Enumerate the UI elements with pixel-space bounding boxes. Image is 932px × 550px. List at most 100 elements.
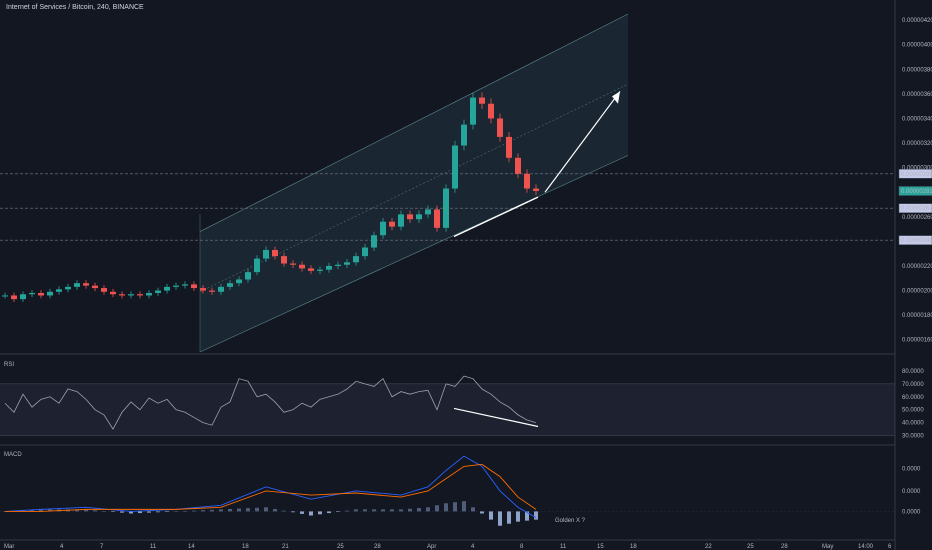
macd-hist-58 <box>516 511 520 522</box>
candle-37 <box>326 265 332 270</box>
candle-55 <box>488 103 494 119</box>
macd-title: MACD <box>4 452 22 458</box>
macd-hist-21 <box>183 511 187 512</box>
macd-hist-34 <box>300 511 304 514</box>
candle-50 <box>443 188 449 228</box>
macd-hist-3 <box>21 510 25 512</box>
macd-hist-24 <box>210 509 214 512</box>
candle-53 <box>470 97 476 125</box>
price-tag-label-3: 0.00000241 <box>901 238 932 244</box>
candle-8 <box>65 286 71 290</box>
price-tag-1: 0.00000281 <box>898 186 932 196</box>
x-tick-11: 8 <box>520 544 524 550</box>
channel-fill <box>200 14 628 352</box>
macd-hist-37 <box>327 511 331 514</box>
candle-20 <box>173 285 179 287</box>
price-tag-label-1: 0.00000281 <box>901 189 932 195</box>
price-tick-2: 0.00000380 <box>902 67 932 73</box>
macd-hist-39 <box>345 510 349 512</box>
candle-48 <box>425 209 431 215</box>
x-tick-20: 6 <box>888 544 892 550</box>
x-tick-3: 11 <box>150 544 157 550</box>
rsi-tick-5: 30.0000 <box>902 434 924 440</box>
candle-29 <box>254 258 260 273</box>
x-tick-6: 21 <box>282 544 289 550</box>
macd-hist-41 <box>363 509 367 512</box>
candle-10 <box>83 283 89 286</box>
x-tick-2: 7 <box>100 544 104 550</box>
macd-hist-6 <box>48 509 52 512</box>
price-tag-label-0: 0.00000295 <box>901 172 932 178</box>
macd-hist-20 <box>174 511 178 513</box>
channel-lower <box>199 155 629 353</box>
candle-51 <box>452 145 458 189</box>
candle-4 <box>29 293 35 295</box>
price-tick-4: 0.00000340 <box>902 116 932 122</box>
macd-hist-60 <box>534 511 538 520</box>
macd-hist-12 <box>102 511 106 512</box>
macd-hist-55 <box>489 511 493 520</box>
candle-36 <box>317 269 323 271</box>
macd-hist-49 <box>435 505 439 512</box>
macd-hist-15 <box>129 511 133 514</box>
x-tick-14: 18 <box>630 544 637 550</box>
x-tick-8: 28 <box>374 544 381 550</box>
channel-mid <box>199 83 629 292</box>
price-tag-bg-3 <box>898 235 932 245</box>
macd-hist-40 <box>354 509 358 512</box>
macd-hist-32 <box>282 510 286 512</box>
price-tick-6: 0.00000300 <box>902 166 932 172</box>
candle-23 <box>200 288 206 291</box>
macd-hist-31 <box>273 508 277 512</box>
x-tick-15: 22 <box>705 544 712 550</box>
x-tick-7: 25 <box>337 544 344 550</box>
price-tag-0: 0.00000295 <box>898 169 932 179</box>
candle-27 <box>236 279 242 284</box>
rsi-band <box>0 383 895 436</box>
macd-hist-44 <box>390 509 394 512</box>
rsi-tick-3: 50.0000 <box>902 408 924 414</box>
price-tick-5: 0.00000320 <box>902 141 932 147</box>
candle-57 <box>506 136 512 158</box>
x-tick-17: 28 <box>781 544 788 550</box>
macd-hist-5 <box>39 509 43 512</box>
macd-hist-59 <box>525 511 529 521</box>
candle-11 <box>92 285 98 289</box>
candle-18 <box>155 290 161 294</box>
price-tag-label-2: 0.00000267 <box>901 206 932 212</box>
macd-hist-56 <box>498 511 502 526</box>
channel-upper <box>199 13 629 232</box>
x-tick-0: Mar <box>4 544 14 550</box>
macd-hist-13 <box>111 511 115 513</box>
macd-hist-27 <box>237 508 241 512</box>
x-tick-19: 14:00 <box>858 544 874 550</box>
macd-tick-2: 0.0000 <box>902 509 921 515</box>
macd-tick-0: 0.0000 <box>902 466 921 472</box>
candle-14 <box>119 294 125 296</box>
price-tick-3: 0.00000360 <box>902 92 932 98</box>
x-tick-9: Apr <box>427 544 436 550</box>
candle-41 <box>362 247 368 257</box>
x-tick-10: 4 <box>471 544 475 550</box>
candle-38 <box>335 264 341 266</box>
macd-hist-9 <box>75 509 79 512</box>
macd-line <box>4 455 537 518</box>
macd-hist-42 <box>372 509 376 512</box>
candle-15 <box>128 294 134 296</box>
candle-6 <box>47 291 53 296</box>
macd-hist-52 <box>462 501 466 512</box>
macd-hist-43 <box>381 509 385 512</box>
candle-3 <box>20 294 26 300</box>
price-tick-7: 0.00000260 <box>902 215 932 221</box>
macd-hist-35 <box>309 511 313 516</box>
candle-47 <box>416 214 422 220</box>
x-tick-13: 15 <box>597 544 604 550</box>
macd-hist-10 <box>84 509 88 512</box>
candle-58 <box>515 157 521 174</box>
candle-43 <box>380 221 386 236</box>
candle-33 <box>290 263 296 265</box>
macd-hist-18 <box>156 511 160 513</box>
candle-1 <box>2 295 8 297</box>
price-tag-3: 0.00000241 <box>898 235 932 245</box>
